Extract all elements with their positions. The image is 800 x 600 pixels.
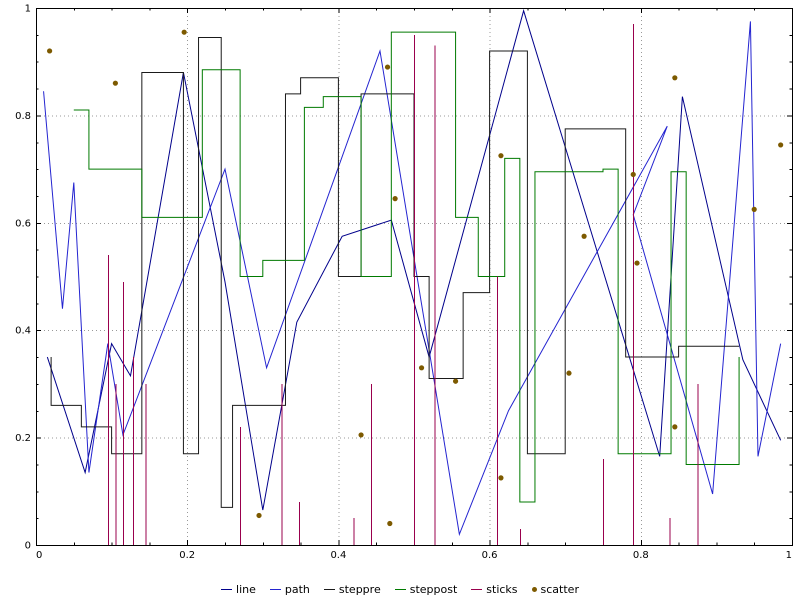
scatter-point [778,142,784,148]
legend-item-sticks: sticks [471,583,518,596]
scatter-point [452,378,459,384]
scatter-point [358,432,364,438]
scatter-point [498,153,504,159]
scatter-point [566,370,572,376]
scatter-point [672,75,678,81]
scatter-point [181,29,187,35]
y-tick-label: 0.8 [15,111,31,122]
scatter-point [418,365,425,371]
legend-dash-swatch [394,589,406,590]
legend-item-line: line [221,583,256,596]
y-tick-label: 0.6 [15,218,31,229]
scatter-point [751,206,757,212]
legend-item-scatter: scatter [531,583,579,596]
y-tick-label: 0.4 [15,326,31,337]
scatter-point [630,171,636,178]
scatter-point [256,512,262,519]
legend-label: scatter [540,583,579,596]
path-series [43,21,782,537]
legend-dash-swatch [323,589,335,590]
y-tick-label: 0.2 [15,433,31,444]
x-tick-label: 0.6 [482,550,498,561]
scatter-point [581,233,587,239]
legend-label: line [236,583,256,596]
legend: line path steppre steppost sticks scatter [0,583,800,596]
legend-label: path [284,583,310,596]
legend-dash-swatch [269,589,281,590]
legend-dash-swatch [221,589,233,590]
x-tick-label: 1 [786,550,792,561]
scatter-point [112,80,118,86]
legend-item-path: path [269,583,310,596]
steppre-series [50,37,740,508]
scatter-point [387,520,393,527]
scatter-point [384,64,391,70]
scatter-point [672,424,678,430]
legend-label: sticks [486,583,518,596]
x-tick-label: 0.4 [330,550,346,561]
steppost-series [73,31,740,503]
legend-label: steppre [338,583,381,596]
x-tick-label: 0.2 [179,550,195,561]
legend-dot-swatch [531,587,537,592]
scatter-point [47,48,53,54]
x-tick-label: 0.8 [633,550,649,561]
scatter-point [392,196,398,202]
legend-label: steppost [409,583,458,596]
scatter-point [498,475,504,481]
legend-item-steppre: steppre [323,583,381,596]
legend-dash-swatch [471,589,483,590]
legend-item-steppost: steppost [394,583,458,596]
y-tick-label: 0 [25,541,31,552]
y-tick-label: 1 [25,4,31,15]
scatter-point [634,260,640,266]
x-tick-label: 0 [36,550,42,561]
